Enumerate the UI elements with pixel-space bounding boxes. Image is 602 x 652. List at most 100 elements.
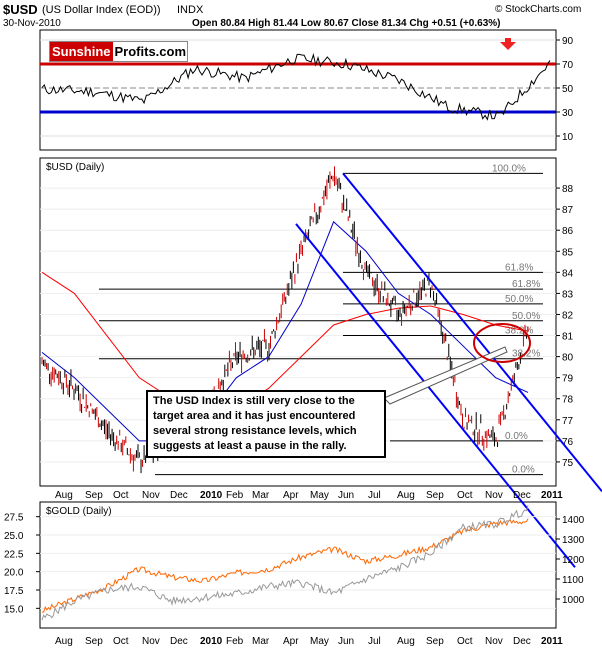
fibonacci-label: 38.2% (512, 349, 540, 360)
x-axis-label: 2011 (541, 490, 563, 501)
x-axis-label: Aug (397, 636, 415, 647)
x-axis-label: Oct (457, 636, 473, 647)
annotation-pointer (383, 346, 508, 405)
gold-left-tick-label: 25.0 (4, 531, 24, 542)
x-axis-label: Jun (338, 636, 354, 647)
rsi-tick-label: 70 (562, 60, 574, 71)
gold-right-tick-label: 1200 (562, 555, 585, 566)
gold-left-tick-label: 27.5 (4, 513, 24, 524)
usd-tick-label: 82 (562, 310, 574, 321)
x-axis-label: Jun (338, 490, 354, 501)
gold-right-tick-label: 1400 (562, 515, 585, 526)
rsi-tick-label: 30 (562, 108, 574, 119)
x-axis-label: May (310, 490, 329, 501)
fibonacci-label: 100.0% (492, 163, 526, 174)
usd-tick-label: 84 (562, 268, 574, 279)
rsi-tick-label: 50 (562, 84, 574, 95)
usd-tick-label: 85 (562, 247, 574, 258)
usd-tick-label: 75 (562, 458, 574, 469)
x-axis-label: Nov (142, 636, 160, 647)
usd-tick-label: 78 (562, 395, 574, 406)
x-axis-label: 2011 (541, 636, 563, 647)
usd-tick-label: 80 (562, 353, 574, 364)
date-label: 30-Nov-2010 (3, 18, 61, 29)
usd-tick-label: 76 (562, 437, 574, 448)
usd-tick-label: 87 (562, 205, 574, 216)
logo-part-profits: Profits.com (114, 44, 187, 59)
x-axis-label: Dec (513, 490, 531, 501)
usd-panel-title: $USD (Daily) (46, 162, 105, 173)
silver-price-line (41, 505, 529, 621)
x-axis-label: Sep (85, 636, 103, 647)
down-arrow-icon (500, 38, 516, 50)
gold-right-tick-label: 1300 (562, 535, 585, 546)
x-axis-label: Oct (457, 490, 473, 501)
usd-tick-label: 77 (562, 416, 574, 427)
rsi-tick-label: 10 (562, 132, 574, 143)
x-axis-label: 2010 (200, 490, 223, 501)
fibonacci-label: 50.0% (505, 294, 533, 305)
x-axis-label: Nov (485, 490, 503, 501)
x-axis-label: Jul (368, 636, 381, 647)
logo-part-sunshine: Sunshine (50, 42, 113, 61)
index-name: (US Dollar Index (EOD)) (42, 4, 161, 16)
rsi-series-line (41, 53, 551, 121)
x-axis-label: Dec (170, 636, 188, 647)
fibonacci-label: 61.8% (505, 262, 533, 273)
gold-left-tick-label: 17.5 (4, 586, 24, 597)
usd-tick-label: 88 (562, 184, 574, 195)
fibonacci-label: 0.0% (512, 465, 535, 476)
fibonacci-label: 50.0% (512, 311, 540, 322)
fibonacci-label: 61.8% (512, 279, 540, 290)
x-axis-label: Mar (252, 636, 270, 647)
gold-left-tick-label: 20.0 (4, 568, 24, 579)
gold-panel-frame (39, 501, 557, 629)
usd-tick-label: 86 (562, 226, 574, 237)
ma-fast-line (41, 220, 529, 442)
x-axis-label: May (310, 636, 329, 647)
exchange-label: INDX (177, 4, 204, 16)
annotation-box: The USD Index is still very close to the… (146, 390, 386, 458)
x-axis-label: 2010 (200, 636, 223, 647)
resistance-circle (473, 323, 531, 363)
ohlc-readout: Open 80.84 High 81.44 Low 80.67 Close 81… (192, 18, 501, 29)
x-axis-label: Jul (368, 490, 381, 501)
gold-panel-title: $GOLD (Daily) (46, 506, 112, 517)
x-axis-label: Apr (283, 490, 299, 501)
x-axis-label: Mar (252, 490, 270, 501)
gold-left-tick-label: 22.5 (4, 549, 24, 560)
x-axis-label: Feb (226, 490, 244, 501)
x-axis-label: Sep (426, 636, 444, 647)
x-axis-label: Aug (397, 490, 415, 501)
x-axis-label: Oct (113, 490, 129, 501)
x-axis-label: Aug (55, 636, 73, 647)
x-axis-label: Dec (513, 636, 531, 647)
usd-tick-label: 83 (562, 289, 574, 300)
fibonacci-label: 38.2% (505, 326, 533, 337)
channel-lower-line (295, 223, 576, 568)
gold-right-tick-label: 1100 (562, 575, 584, 586)
x-axis-label: Apr (283, 636, 299, 647)
ma-slow-line (41, 271, 529, 414)
x-axis-label: Aug (55, 490, 73, 501)
fibonacci-label: 0.0% (505, 431, 528, 442)
source-label: © StockCharts.com (495, 4, 582, 15)
rsi-tick-label: 90 (562, 36, 574, 47)
x-axis-label: Sep (426, 490, 444, 501)
x-axis-label: Feb (226, 636, 244, 647)
brand-logo: Sunshine Profits.com (49, 41, 188, 62)
x-axis-label: Sep (85, 490, 103, 501)
gold-left-tick-label: 15.0 (4, 604, 24, 615)
x-axis-label: Oct (113, 636, 129, 647)
x-axis-label: Nov (142, 490, 160, 501)
x-axis-label: Nov (485, 636, 503, 647)
usd-tick-label: 79 (562, 374, 574, 385)
gold-right-tick-label: 1000 (562, 595, 585, 606)
usd-tick-label: 81 (562, 332, 574, 343)
x-axis-label: Dec (170, 490, 188, 501)
gold-price-line (41, 518, 529, 613)
symbol-label: $USD (3, 2, 38, 17)
channel-upper-line (342, 172, 602, 493)
